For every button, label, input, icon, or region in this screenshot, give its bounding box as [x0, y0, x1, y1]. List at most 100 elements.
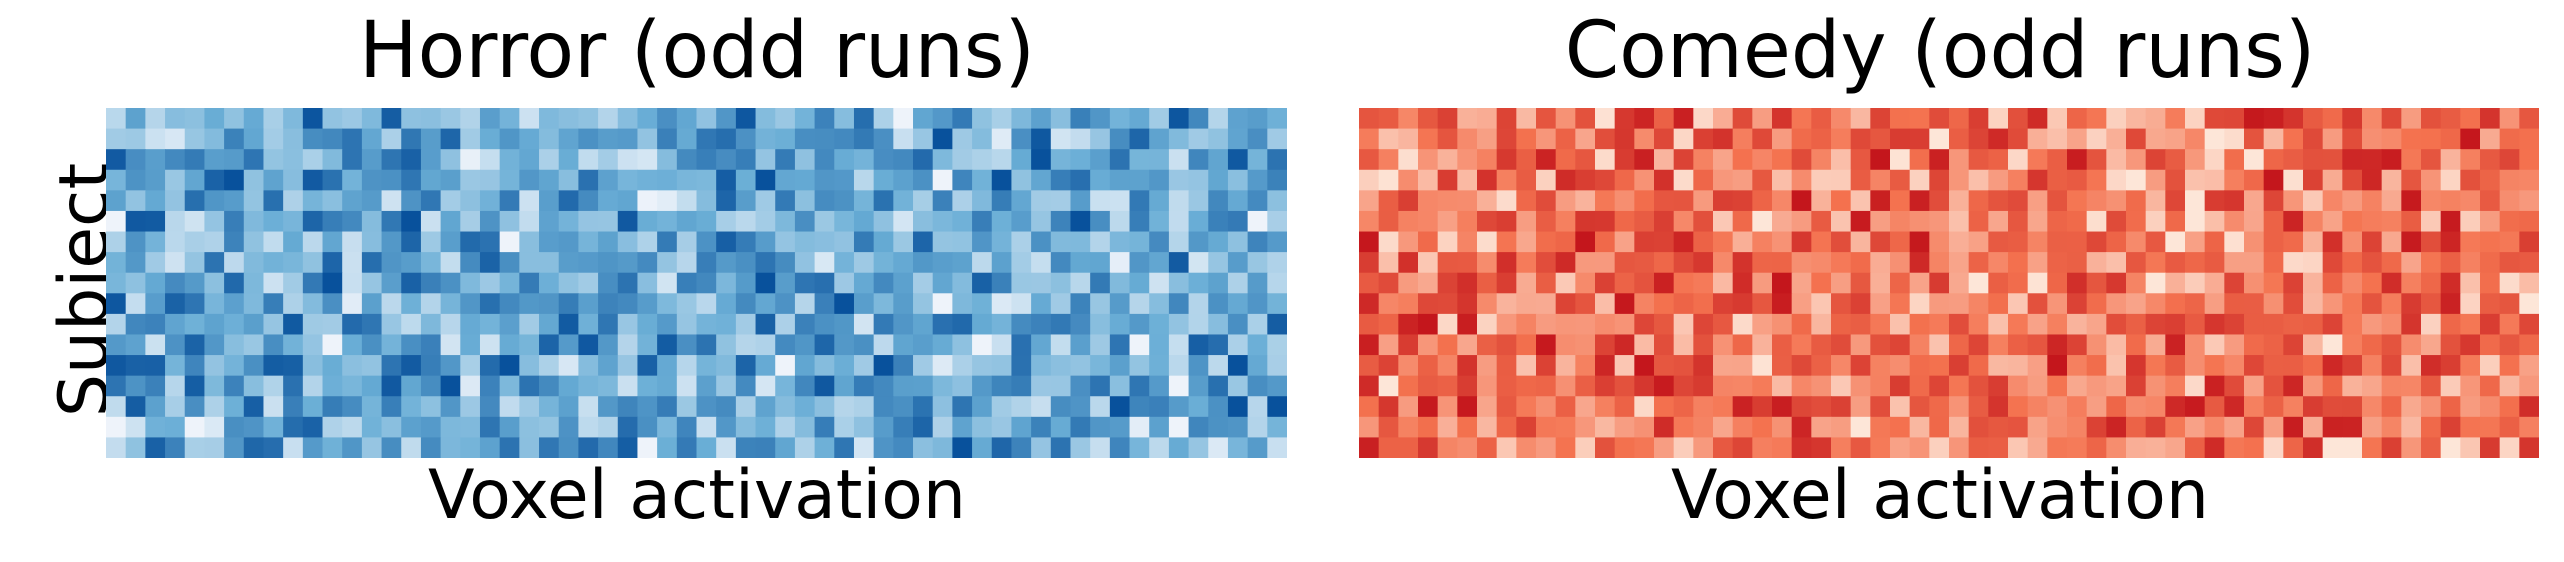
heatmap-cell [873, 437, 894, 458]
heatmap-cell [913, 416, 934, 439]
heatmap-cell [519, 272, 540, 294]
heatmap-cell [2401, 252, 2422, 274]
heatmap-cell [1418, 272, 1439, 294]
heatmap-cell [2047, 128, 2068, 150]
heatmap-cell [342, 313, 363, 336]
heatmap-cell [1109, 108, 1131, 130]
heatmap-cell [106, 355, 127, 377]
heatmap-cell [598, 149, 619, 171]
heatmap-cell [1870, 375, 1891, 397]
heatmap-cell [598, 355, 619, 377]
heatmap-cell [1595, 231, 1616, 253]
heatmap-cell [1437, 334, 1458, 356]
heatmap-cell [834, 293, 855, 315]
heatmap-cell [2047, 210, 2068, 233]
heatmap-cell [1031, 293, 1052, 315]
heatmap-cell [519, 293, 540, 315]
heatmap-cell [558, 313, 579, 336]
heatmap-cell [1890, 252, 1911, 274]
heatmap-cell [2322, 190, 2343, 212]
heatmap-cell [1418, 231, 1439, 253]
heatmap-cell [1968, 149, 1989, 171]
heatmap-cell [1188, 128, 1209, 150]
heatmap-cell [420, 313, 442, 336]
heatmap-cell [184, 231, 206, 253]
heatmap-cell [1693, 128, 1714, 150]
heatmap-cell [2322, 396, 2343, 418]
heatmap-cell [853, 437, 875, 458]
heatmap-cell [1168, 252, 1190, 274]
heatmap-cell [2224, 293, 2245, 315]
heatmap-cell [1398, 416, 1419, 439]
heatmap-cell [578, 375, 599, 397]
heatmap-cell [2204, 169, 2225, 191]
heatmap-cell [1149, 437, 1170, 458]
heatmap-cell [125, 313, 146, 336]
heatmap-cell [853, 355, 875, 377]
heatmap-cell [1634, 210, 1655, 233]
heatmap-cell [2086, 416, 2107, 439]
heatmap-cell [2027, 293, 2048, 315]
heatmap-cell [1890, 272, 1911, 294]
heatmap-cell [1378, 313, 1399, 336]
heatmap-cell [1378, 252, 1399, 274]
heatmap-cell [499, 169, 520, 191]
heatmap-cell [2283, 396, 2304, 418]
heatmap-cell [1713, 169, 1734, 191]
heatmap-cell [1693, 416, 1714, 439]
heatmap-cell [2421, 108, 2442, 130]
heatmap-cell [479, 396, 501, 418]
heatmap-cell [1129, 210, 1150, 233]
heatmap-cell [2086, 108, 2107, 130]
heatmap-cell [598, 375, 619, 397]
heatmap-cell [1968, 231, 1989, 253]
heatmap-cell [1398, 272, 1419, 294]
heatmap-cell [401, 293, 422, 315]
heatmap-cell [775, 416, 796, 439]
heatmap-cell [125, 272, 146, 294]
heatmap-cell [1713, 437, 1734, 458]
heatmap-cell [1968, 437, 1989, 458]
heatmap-cell [1595, 190, 1616, 212]
heatmap-cell [1909, 128, 1930, 150]
heatmap-cell [302, 416, 324, 439]
heatmap-cell [2008, 149, 2029, 171]
heatmap-cell [2381, 169, 2402, 191]
heatmap-cell [1791, 375, 1812, 397]
heatmap-cell [2126, 355, 2147, 377]
heatmap-cell [716, 231, 737, 253]
heatmap-cell [1457, 437, 1478, 458]
heatmap-cell [243, 396, 265, 418]
heatmap-cell [2480, 149, 2501, 171]
heatmap-cell [1208, 252, 1229, 274]
heatmap-cell [1168, 231, 1190, 253]
heatmap-cell [224, 293, 245, 315]
heatmap-cell [1988, 375, 2009, 397]
heatmap-cell [1850, 149, 1871, 171]
heatmap-cell [1070, 252, 1091, 274]
heatmap-cell [2303, 375, 2324, 397]
heatmap-cell [1168, 149, 1190, 171]
heatmap-cell [1188, 396, 1209, 418]
heatmap-cell [2145, 231, 2166, 253]
heatmap-cell [755, 108, 776, 130]
heatmap-cell [598, 210, 619, 233]
heatmap-cell [716, 108, 737, 130]
heatmap-cell [2165, 108, 2186, 130]
heatmap-cell [814, 313, 835, 336]
heatmap-cell [834, 313, 855, 336]
heatmap-cell [2519, 272, 2539, 294]
heatmap-cell [2165, 169, 2186, 191]
heatmap-cell [283, 416, 304, 439]
heatmap-cell [1614, 149, 1635, 171]
heatmap-cell [401, 334, 422, 356]
heatmap-cell [381, 210, 402, 233]
heatmap-cell [972, 190, 993, 212]
heatmap-cell [1247, 149, 1268, 171]
heatmap-cell [1031, 334, 1052, 356]
heatmap-cell [302, 272, 324, 294]
heatmap-cell [1595, 355, 1616, 377]
heatmap-cell [2480, 396, 2501, 418]
heatmap-cell [420, 169, 442, 191]
heatmap-cell [479, 108, 501, 130]
